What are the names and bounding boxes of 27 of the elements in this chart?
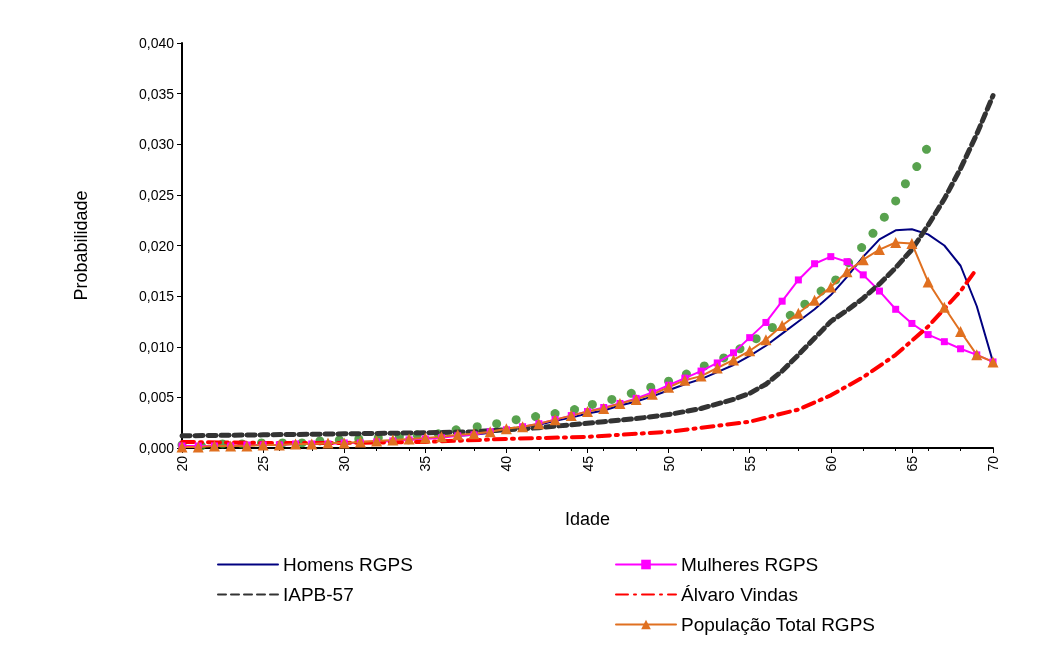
y-tick-label: 0,040 <box>138 35 175 51</box>
x-axis-title: Idade <box>564 509 611 529</box>
y-axis-title: Probabilidade <box>71 190 91 301</box>
legend-label: Álvaro Vindas <box>681 584 798 605</box>
legend-label: Mulheres RGPS <box>681 554 819 575</box>
x-tick-label: 25 <box>255 455 272 472</box>
y-tick-label: 0,005 <box>138 389 175 406</box>
y-tick-label: 0,000 <box>138 440 175 456</box>
legend-label: Homens RGPS <box>283 554 413 575</box>
y-tick-label: 0,030 <box>138 136 175 153</box>
y-tick-label: 0,010 <box>138 338 175 355</box>
x-tick-label: 40 <box>498 455 515 472</box>
x-tick-label: 65 <box>903 455 920 472</box>
x-tick-label: 20 <box>174 455 190 472</box>
y-tick-label: 0,025 <box>138 186 175 203</box>
x-tick-label: 55 <box>741 455 758 472</box>
legend-label: IAPB-57 <box>283 584 354 605</box>
legend-label: População Total RGPS <box>681 614 875 635</box>
x-tick-label: 30 <box>336 455 353 472</box>
y-tick-label: 0,035 <box>138 85 175 102</box>
x-tick-label: 35 <box>417 455 434 472</box>
x-tick-label: 70 <box>985 455 1001 472</box>
x-tick-label: 50 <box>660 455 677 472</box>
x-tick-label: 60 <box>822 455 839 472</box>
x-tick-label: 45 <box>579 455 596 472</box>
y-tick-label: 0,020 <box>138 237 175 254</box>
y-tick-label: 0,015 <box>138 288 175 305</box>
